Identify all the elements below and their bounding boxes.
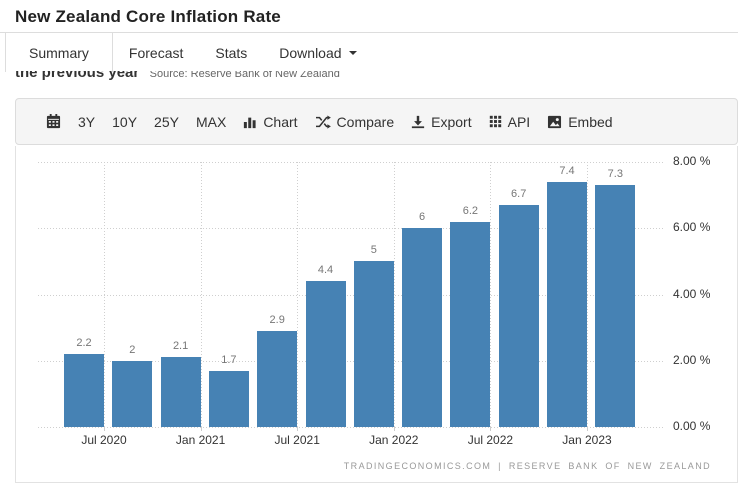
y-axis-label: 4.00 % (673, 286, 711, 301)
bar[interactable] (450, 221, 491, 427)
x-axis-label: Jul 2021 (274, 433, 320, 447)
bar[interactable] (547, 181, 587, 427)
x-axis-label: Jan 2023 (562, 433, 612, 447)
calendar-button[interactable] (46, 114, 61, 129)
description-text: the previous year (15, 71, 140, 81)
chart-toolbar: 3Y 10Y 25Y MAX Chart (15, 98, 738, 145)
chevron-down-icon (348, 50, 357, 55)
y-axis-label: 8.00 % (673, 154, 711, 168)
bar-value-label: 5 (370, 244, 377, 257)
bar-value-label: 6.2 (462, 204, 479, 217)
page-header: New Zealand Core Inflation Rate (0, 0, 738, 33)
bar-value-label: 7.3 (607, 168, 623, 181)
range-10y-button[interactable]: 10Y (112, 113, 138, 130)
chart-type-label: Chart (263, 113, 298, 130)
bar-value-label: 6 (419, 211, 426, 224)
axis-tick (297, 427, 299, 431)
tab-forecast[interactable]: Forecast (112, 33, 200, 72)
source-text: Source: Reserve Bank of New Zealand (149, 71, 340, 80)
compare-label: Compare (336, 113, 395, 130)
tab-stats[interactable]: Stats (199, 33, 264, 72)
bar-chart-icon (243, 115, 257, 129)
compare-button[interactable]: Compare (315, 113, 395, 130)
x-axis-label: Jan 2022 (369, 433, 419, 447)
shuffle-icon (315, 114, 331, 129)
chart-type-button[interactable]: Chart (243, 113, 298, 130)
tab-download[interactable]: Download (263, 33, 373, 72)
x-axis-label: Jul 2022 (467, 433, 514, 447)
y-axis-label: 0.00 % (673, 419, 711, 433)
y-axis-label: 2.00 % (673, 352, 711, 367)
h-gridline (38, 162, 663, 163)
h-gridline (38, 427, 663, 428)
export-label: Export (431, 113, 472, 130)
calendar-icon (46, 114, 61, 129)
range-max-button[interactable]: MAX (195, 113, 227, 130)
v-gridline (297, 162, 299, 427)
bar[interactable] (160, 357, 201, 427)
bar[interactable] (112, 360, 153, 427)
bar-value-label: 2.1 (172, 340, 189, 353)
chart-attribution: TRADINGECONOMICS.COM | RESERVE BANK OF N… (343, 461, 711, 471)
v-gridline (393, 162, 395, 427)
v-gridline (490, 162, 492, 427)
image-icon (547, 115, 562, 129)
api-button[interactable]: API (489, 113, 531, 130)
export-button[interactable]: Export (411, 113, 472, 130)
v-gridline (104, 162, 105, 427)
bar-value-label: 2.2 (76, 337, 92, 350)
range-25y-button[interactable]: 25Y (154, 113, 179, 130)
axis-tick (587, 427, 588, 431)
axis-tick (490, 427, 492, 431)
bar[interactable] (595, 185, 636, 427)
v-gridline (587, 162, 588, 427)
bar[interactable] (257, 330, 298, 427)
embed-label: Embed (568, 113, 613, 130)
bar-value-label: 2 (129, 343, 136, 356)
grid-icon (489, 115, 502, 128)
embed-button[interactable]: Embed (547, 113, 613, 130)
bar[interactable] (305, 281, 346, 427)
x-axis-label: Jan 2021 (175, 433, 226, 447)
y-axis-label: 6.00 % (673, 220, 711, 235)
page-title: New Zealand Core Inflation Rate (15, 7, 281, 26)
bar-value-label: 7.4 (559, 164, 575, 177)
range-3y-button[interactable]: 3Y (78, 113, 96, 130)
chart-panel: TRADINGECONOMICS.COM | RESERVE BANK OF N… (15, 146, 738, 483)
download-icon (411, 115, 425, 129)
clipped-description: the previous year Source: Reserve Bank o… (15, 71, 728, 83)
bar[interactable] (498, 205, 539, 427)
h-gridline (38, 360, 663, 362)
bar[interactable] (402, 228, 443, 427)
axis-tick (200, 427, 202, 431)
bar-value-label: 2.9 (269, 313, 285, 326)
tab-bar: Summary Forecast Stats Download (5, 33, 738, 72)
bar[interactable] (353, 261, 394, 427)
tab-summary[interactable]: Summary (5, 33, 113, 72)
api-label: API (507, 113, 531, 130)
axis-tick (104, 427, 105, 431)
h-gridline (38, 228, 663, 230)
bar[interactable] (64, 354, 104, 427)
bar[interactable] (208, 370, 249, 427)
bar-value-label: 1.7 (221, 353, 237, 366)
v-gridline (200, 162, 202, 427)
bar-value-label: 4.4 (317, 264, 334, 277)
bar-value-label: 6.7 (511, 188, 527, 201)
h-gridline (38, 294, 663, 296)
axis-tick (393, 427, 395, 431)
tab-download-label: Download (279, 44, 342, 61)
x-axis-label: Jul 2020 (81, 433, 127, 447)
